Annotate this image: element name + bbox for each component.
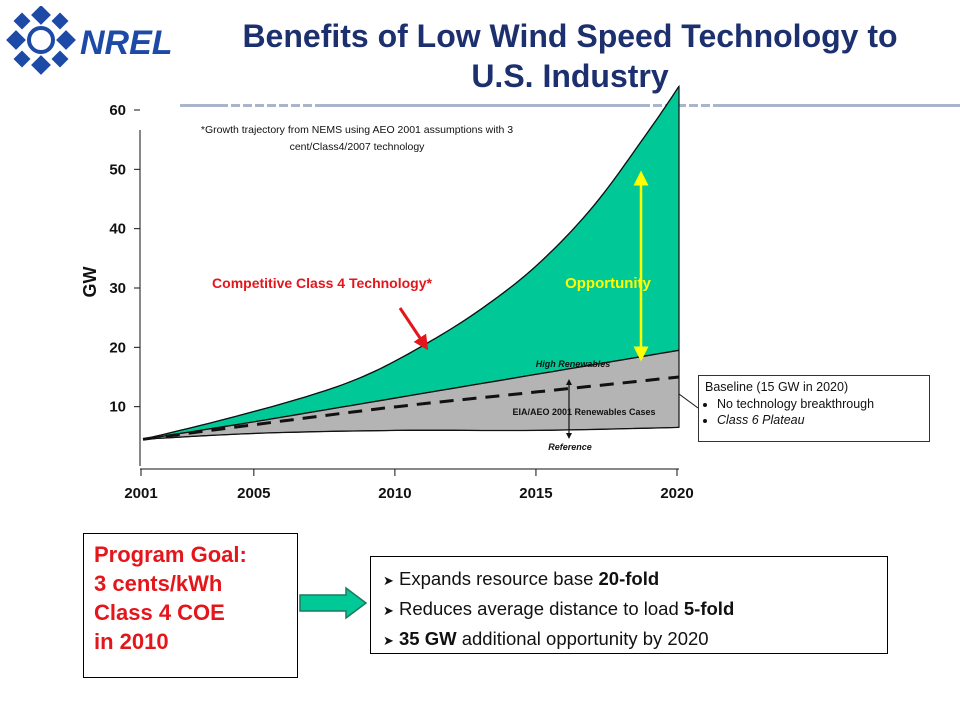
program-goal-line: 3 cents/kWh [94,571,223,596]
chevron-right-icon: ➤ [383,573,394,588]
competitive-curve [142,85,680,440]
baseline-callout: Baseline (15 GW in 2020) No technology b… [698,375,930,442]
eia-aeo-label: EIA/AEO 2001 Renewables Cases [512,407,655,417]
page-title: Benefits of Low Wind Speed Technology to… [200,16,940,96]
reference-curve [142,426,680,440]
y-tick-label: 20 [109,339,126,356]
y-axis-label: GW [80,266,100,297]
y-tick-label: 40 [109,221,126,238]
baseline-item: Class 6 Plateau [717,412,923,428]
baseline-item: No technology breakthrough [717,396,923,412]
title-line-1: Benefits of Low Wind Speed Technology to [242,18,898,54]
nrel-wordmark: NREL [80,24,173,62]
program-goal-box: Program Goal: 3 cents/kWh Class 4 COE in… [83,533,298,678]
program-goal-line: Program Goal: [94,542,247,567]
x-tick-label: 2001 [124,485,157,502]
program-goal-line: in 2010 [94,629,169,654]
y-tick-label: 50 [109,161,126,178]
high-renewables-curve [142,349,680,440]
x-tick-label: 2010 [378,485,411,502]
benefit-item: ➤ Expands resource base 20-fold [383,565,875,595]
x-tick-label: 2005 [237,485,270,502]
title-rule [180,104,960,107]
nrel-logo: NREL [6,6,173,75]
chart-footnote-line-1: *Growth trajectory from NEMS using AEO 2… [201,124,513,136]
reference-label: Reference [548,442,592,452]
axes: 10 20 30 40 50 60 2001 2005 2010 2015 2020 [109,102,693,502]
chevron-right-icon: ➤ [383,603,394,618]
chevron-right-icon: ➤ [383,633,394,648]
x-tick-label: 2015 [519,485,552,502]
benefits-box: ➤ Expands resource base 20-fold ➤ Reduces … [370,556,888,654]
y-tick-label: 60 [109,102,126,119]
chart-footnote-line-2: cent/Class4/2007 technology [290,141,426,153]
competitive-pointer-arrow [398,307,429,351]
plot-area [142,84,680,441]
program-goal-line: Class 4 COE [94,600,225,625]
y-tick-label: 30 [109,280,126,297]
goal-to-benefits-arrow [299,586,368,620]
benefit-item: ➤ Reduces average distance to load 5-fold [383,595,875,625]
benefit-item: ➤ 35 GW additional opportunity by 2020 [383,625,875,655]
baseline-dashed-line [142,375,680,441]
opportunity-label: Opportunity [565,275,651,292]
wind-growth-chart: 10 20 30 40 50 60 2001 2005 2010 2015 2020 *Growth… [80,84,699,502]
baseline-list: No technology breakthrough Class 6 Plate… [705,396,923,428]
baseline-callout-connector [678,393,699,409]
y-tick-label: 10 [109,399,126,416]
high-renewables-label: High Renewables [536,359,611,369]
title-line-2: U.S. Industry [471,58,669,94]
chart-annotations: *Growth trajectory from NEMS using AEO 2… [80,124,699,452]
baseline-title: Baseline (15 GW in 2020) [705,380,849,394]
competitive-class4-label: Competitive Class 4 Technology* [212,275,432,291]
x-tick-label: 2020 [660,485,693,502]
